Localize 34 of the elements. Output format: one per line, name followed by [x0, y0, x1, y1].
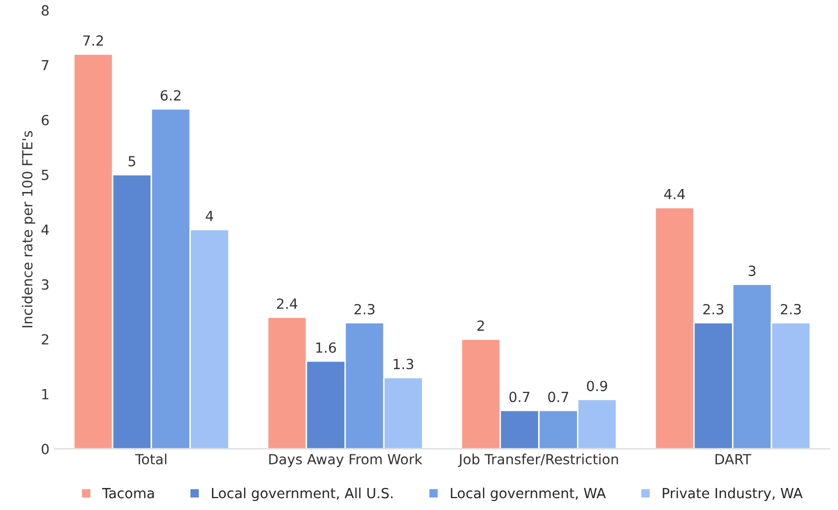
data-label: 1.6	[316, 342, 336, 353]
x-tick-label: Job Transfer/Restriction	[458, 454, 618, 467]
data-label: 0.7	[509, 392, 530, 402]
y-tick-label: 8	[42, 5, 49, 16]
y-tick-label: 5	[42, 170, 48, 180]
legend-label: Private Industry, WA	[662, 488, 803, 502]
data-label: 7.2	[83, 35, 103, 46]
x-tick-label: Days Away From Work	[269, 454, 422, 468]
y-tick-label: 1	[42, 389, 48, 400]
data-label: 2	[477, 320, 484, 331]
data-label: 2.3	[354, 304, 374, 314]
y-tick-label: 0	[42, 444, 49, 454]
y-tick-label: 2	[42, 334, 48, 344]
data-label: 6.2	[160, 90, 180, 101]
y-axis-title: Incidence rate per 100 FTE's	[22, 131, 36, 328]
data-label: 4.4	[664, 189, 685, 200]
data-label: 0.7	[548, 392, 568, 402]
data-label: 4	[206, 210, 214, 222]
legend-label: Local government, All U.S.	[212, 488, 392, 502]
data-label: 1.3	[394, 358, 414, 370]
y-tick-label: 6	[42, 114, 49, 126]
legend-label: Local government, WA	[450, 488, 606, 502]
data-label: 2.3	[780, 304, 801, 314]
data-label: 3	[748, 266, 756, 276]
y-tick-label: 7	[42, 60, 48, 70]
x-tick-label: DART	[716, 454, 752, 464]
y-tick-label: 3	[42, 279, 48, 290]
data-label: 2.4	[276, 298, 298, 309]
legend-label: Tacoma	[102, 488, 154, 498]
data-label: 2.3	[703, 304, 724, 314]
y-tick-label: 4	[41, 224, 49, 235]
data-label: 5	[128, 156, 136, 166]
x-tick-label: Total	[135, 454, 166, 464]
data-label: 0.9	[586, 380, 608, 392]
